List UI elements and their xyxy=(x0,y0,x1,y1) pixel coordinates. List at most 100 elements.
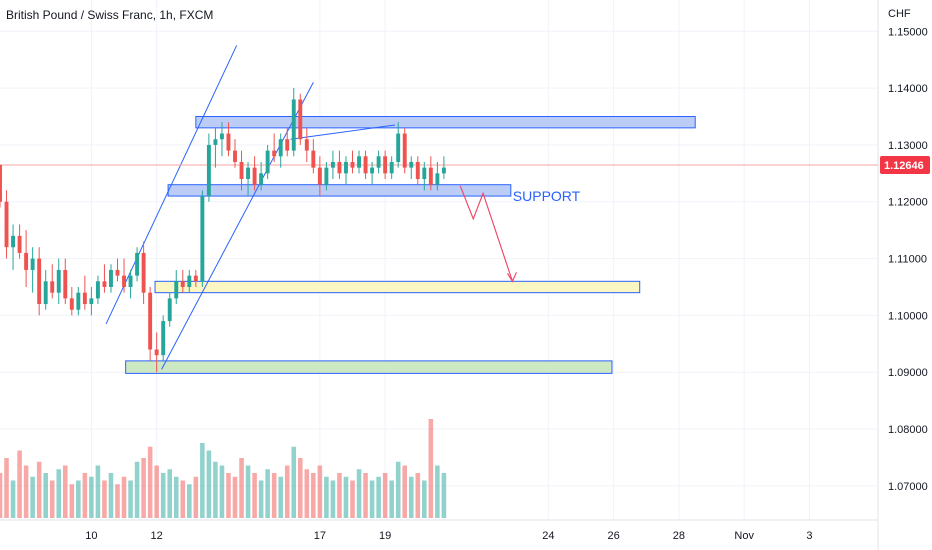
candle-body xyxy=(193,275,198,282)
volume-bar xyxy=(311,473,316,518)
volume-bar xyxy=(62,465,68,518)
candle-body xyxy=(11,235,16,248)
volume-bar xyxy=(200,443,205,518)
volume-bar xyxy=(69,484,75,518)
volume-bar xyxy=(23,465,29,518)
candle-body xyxy=(435,173,440,185)
candle-body xyxy=(109,269,113,287)
y-tick-label: 1.11000 xyxy=(888,254,927,266)
volume-bar xyxy=(415,473,421,518)
projection-arrowhead xyxy=(506,272,517,283)
y-tick-label: 1.08000 xyxy=(888,424,928,436)
volume-bar xyxy=(89,476,94,518)
candle-body xyxy=(4,201,9,248)
candle-body xyxy=(415,161,420,180)
candle-body xyxy=(291,99,296,151)
volume-bar xyxy=(167,469,173,518)
volume-bar xyxy=(382,473,388,518)
candle-body xyxy=(37,258,42,305)
volume-bar xyxy=(245,465,251,518)
candle-body xyxy=(376,156,381,168)
candle-body xyxy=(304,139,309,151)
volume-bar xyxy=(369,480,375,518)
volume-bar xyxy=(324,476,329,518)
projection-line xyxy=(459,185,514,282)
candle-body xyxy=(324,167,329,185)
x-tick-label: 19 xyxy=(379,530,391,542)
volume-bar xyxy=(252,473,257,518)
volume-bar xyxy=(337,473,342,518)
candle-body xyxy=(63,269,68,299)
volume-bar xyxy=(232,476,238,518)
candle-body xyxy=(180,281,185,287)
candle-body xyxy=(148,292,153,350)
volume-bar xyxy=(422,480,427,518)
volume-bar xyxy=(43,473,48,518)
x-tick-label: 3 xyxy=(806,530,812,542)
candle-body xyxy=(187,275,192,287)
x-tick-label: 24 xyxy=(542,530,554,542)
candle-body xyxy=(402,133,407,168)
volume-bar xyxy=(402,465,408,518)
candle-body xyxy=(383,156,388,174)
candle-body xyxy=(95,281,100,299)
candle-body xyxy=(441,167,446,174)
candle-body xyxy=(226,133,231,151)
volume-bar xyxy=(206,450,212,518)
y-tick-label: 1.09000 xyxy=(888,367,928,379)
volume-bar xyxy=(304,469,310,518)
candle-body xyxy=(272,150,277,157)
candle-body xyxy=(56,269,61,293)
zone-lower xyxy=(154,280,641,294)
volume-bar xyxy=(376,476,381,518)
zone-support xyxy=(167,184,512,197)
volume-bar xyxy=(128,480,133,518)
candle-body xyxy=(259,173,264,185)
zone-bottom xyxy=(125,360,613,374)
volume-bar xyxy=(154,465,159,518)
candle-body xyxy=(43,281,48,305)
candle-body xyxy=(82,292,87,305)
volume-bar xyxy=(271,473,277,518)
volume-bar xyxy=(56,469,62,518)
last-price-label: 1.12646 xyxy=(884,160,924,172)
candle-body xyxy=(370,167,375,174)
volume-bar xyxy=(297,458,303,518)
candle-body xyxy=(239,161,244,180)
candle-body xyxy=(122,275,126,287)
candle-body xyxy=(154,349,159,356)
candle-body xyxy=(17,235,22,253)
channel-line xyxy=(290,124,396,140)
y-tick-label: 1.07000 xyxy=(888,481,928,493)
volume-bar xyxy=(284,465,290,518)
candle-body xyxy=(167,298,172,322)
currency-label: CHF xyxy=(888,8,911,20)
volume-bar xyxy=(265,469,270,518)
volume-bar xyxy=(121,476,127,518)
volume-bar xyxy=(226,473,231,518)
volume-bar xyxy=(141,458,146,518)
volume-bar xyxy=(239,458,244,518)
volume-bar xyxy=(108,473,114,518)
candle-body xyxy=(89,298,94,305)
volume-bar xyxy=(350,480,355,518)
channel-line xyxy=(161,82,314,370)
volume-bar xyxy=(317,465,323,518)
candle-body xyxy=(252,167,257,185)
y-tick-label: 1.14000 xyxy=(888,83,928,95)
volume-bar xyxy=(343,476,349,518)
candle-body xyxy=(246,167,251,180)
volume-bar xyxy=(147,446,153,518)
volume-bar xyxy=(291,446,297,518)
volume-bar xyxy=(160,473,166,518)
candle-body xyxy=(278,139,283,157)
volume-bar xyxy=(193,476,199,518)
volume-bar xyxy=(428,419,434,518)
volume-bar xyxy=(435,465,440,518)
volume-bar xyxy=(4,458,9,518)
candle-body xyxy=(350,161,355,168)
volume-bar xyxy=(10,480,16,518)
volume-bar xyxy=(173,476,179,518)
candle-body xyxy=(76,292,81,310)
